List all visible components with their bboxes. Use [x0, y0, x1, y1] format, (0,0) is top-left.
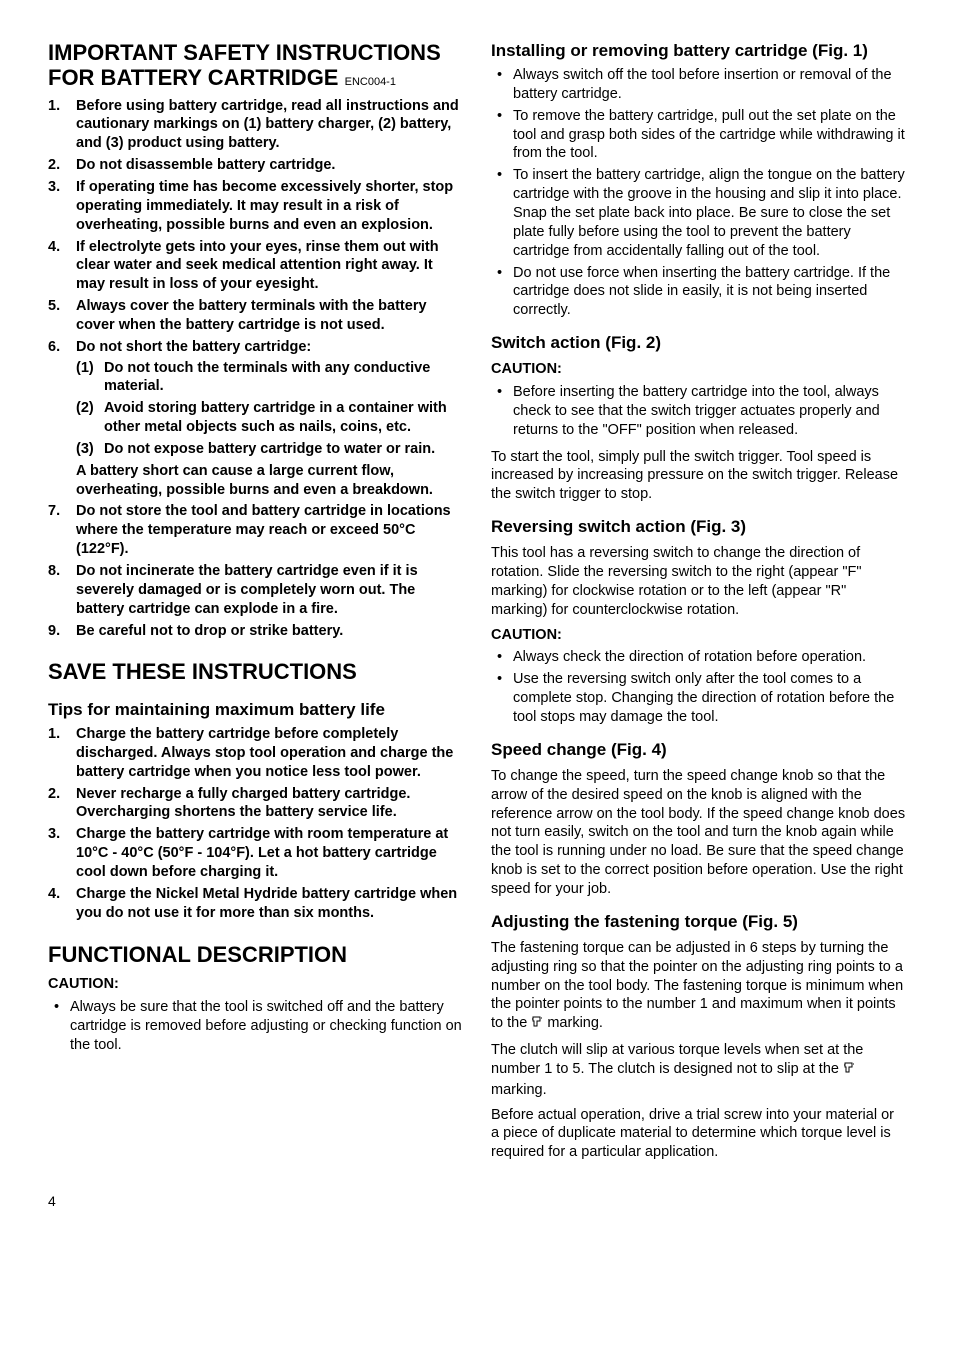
list-item: Always check the direction of rotation b… [491, 648, 906, 667]
func-caution-list: Always be sure that the tool is switched… [48, 998, 463, 1055]
switch-caution-list: Before inserting the battery cartridge i… [491, 383, 906, 440]
reversing-caution-list: Always check the direction of rotation b… [491, 648, 906, 726]
list-item: Charge the battery cartridge with room t… [48, 825, 463, 882]
sub-list: Do not touch the terminals with any cond… [76, 359, 463, 459]
install-heading: Installing or removing battery cartridge… [491, 40, 906, 62]
list-item: Do not store the tool and battery cartri… [48, 502, 463, 559]
list-item: Never recharge a fully charged battery c… [48, 785, 463, 823]
caution-label: CAUTION: [491, 360, 906, 379]
left-column: IMPORTANT SAFETY INSTRUCTIONS FOR BATTER… [48, 40, 463, 1168]
torque-p1: The fastening torque can be adjusted in … [491, 939, 906, 1035]
save-heading: SAVE THESE INSTRUCTIONS [48, 658, 463, 687]
torque-heading: Adjusting the fastening torque (Fig. 5) [491, 911, 906, 933]
switch-body: To start the tool, simply pull the switc… [491, 448, 906, 505]
list-item: Avoid storing battery cartridge in a con… [76, 399, 463, 437]
list-item: Do not short the battery cartridge: Do n… [48, 338, 463, 500]
list-item: Always cover the battery terminals with … [48, 297, 463, 335]
list-item: Do not touch the terminals with any cond… [76, 359, 463, 397]
list-item: Charge the battery cartridge before comp… [48, 725, 463, 782]
list-item: Before using battery cartridge, read all… [48, 97, 463, 154]
reversing-heading: Reversing switch action (Fig. 3) [491, 516, 906, 538]
list-item: Charge the Nickel Metal Hydride battery … [48, 885, 463, 923]
list-item: If electrolyte gets into your eyes, rins… [48, 238, 463, 295]
caution-label: CAUTION: [491, 626, 906, 645]
page-number: 4 [48, 1192, 906, 1210]
caution-label: CAUTION: [48, 975, 463, 994]
list-item: Be careful not to drop or strike battery… [48, 622, 463, 641]
list-item: Do not incinerate the battery cartridge … [48, 562, 463, 619]
list-item: To insert the battery cartridge, align t… [491, 166, 906, 260]
doc-code: ENC004-1 [345, 76, 396, 88]
switch-heading: Switch action (Fig. 2) [491, 332, 906, 354]
list-item: Before inserting the battery cartridge i… [491, 383, 906, 440]
speed-body: To change the speed, turn the speed chan… [491, 767, 906, 899]
drill-icon [843, 1061, 855, 1081]
install-list: Always switch off the tool before insert… [491, 66, 906, 320]
safety-heading: IMPORTANT SAFETY INSTRUCTIONS FOR BATTER… [48, 40, 463, 91]
list-item: Do not disassemble battery cartridge. [48, 156, 463, 175]
speed-heading: Speed change (Fig. 4) [491, 739, 906, 761]
sub-note: A battery short can cause a large curren… [76, 462, 463, 500]
list-item: To remove the battery cartridge, pull ou… [491, 107, 906, 164]
safety-list: Before using battery cartridge, read all… [48, 97, 463, 641]
list-item: Always switch off the tool before insert… [491, 66, 906, 104]
drill-icon [531, 1015, 543, 1035]
reversing-body: This tool has a reversing switch to chan… [491, 544, 906, 619]
torque-p2: The clutch will slip at various torque l… [491, 1041, 906, 1100]
torque-p3: Before actual operation, drive a trial s… [491, 1106, 906, 1163]
list-item: Use the reversing switch only after the … [491, 670, 906, 727]
tips-heading: Tips for maintaining maximum battery lif… [48, 699, 463, 721]
functional-heading: FUNCTIONAL DESCRIPTION [48, 941, 463, 970]
list-item: Do not expose battery cartridge to water… [76, 440, 463, 459]
list-item: If operating time has become excessively… [48, 178, 463, 235]
right-column: Installing or removing battery cartridge… [491, 40, 906, 1168]
list-item: Always be sure that the tool is switched… [48, 998, 463, 1055]
tips-list: Charge the battery cartridge before comp… [48, 725, 463, 922]
list-item: Do not use force when inserting the batt… [491, 264, 906, 321]
